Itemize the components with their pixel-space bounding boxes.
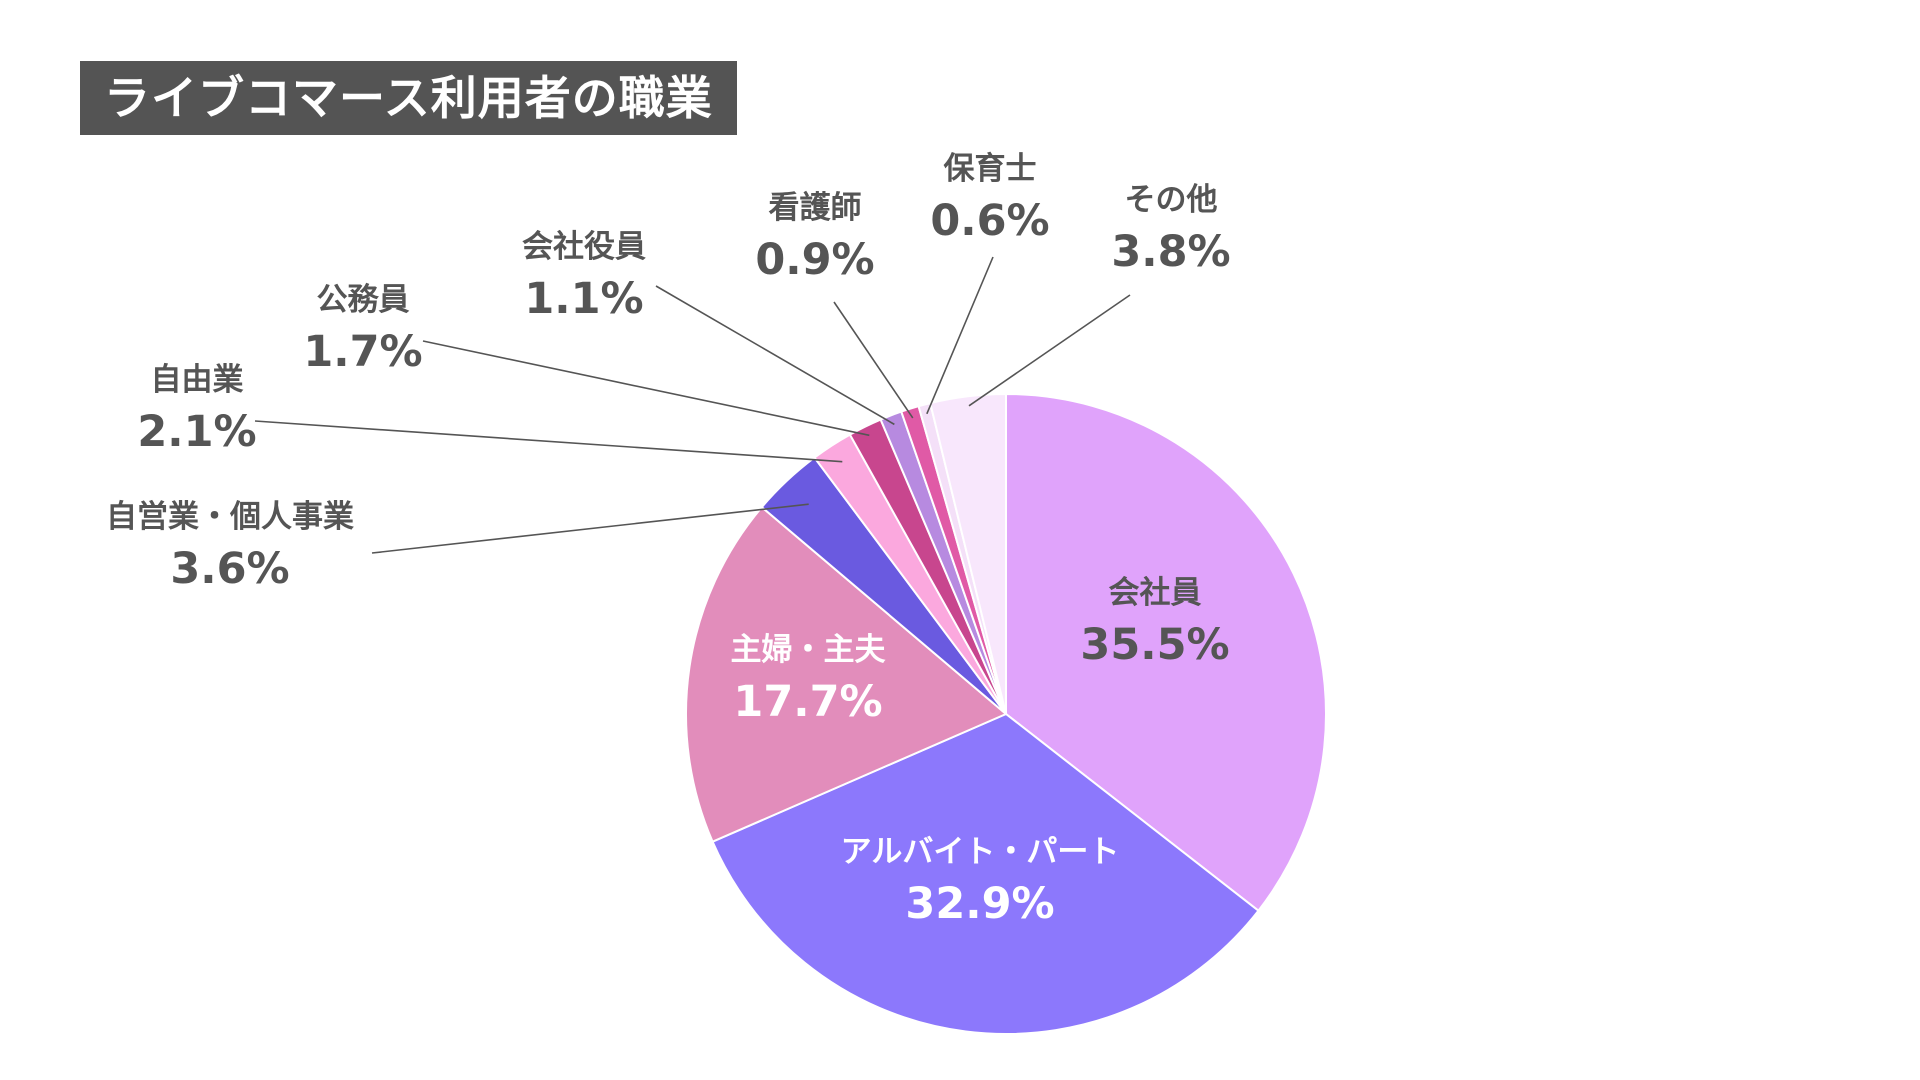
leader-line-9: [968, 294, 1131, 407]
slice-label-value: 35.5%: [1080, 620, 1229, 670]
leader-line-6: [655, 285, 895, 426]
slice-label-value: 3.6%: [170, 544, 289, 594]
slice-label-value: 2.1%: [137, 407, 256, 457]
slice-labels: 会社員 35.5% アルバイト・パート 32.9% 主婦・主夫 17.7% 自営業・個人事業…: [106, 151, 1231, 929]
leader-line-3: [371, 503, 809, 554]
chart-title: ライブコマース利用者の職業: [80, 61, 737, 135]
slice-label-value: 0.6%: [930, 196, 1049, 246]
slice-label-name: 看護師: [769, 190, 862, 226]
slice-label-name: 自由業: [151, 362, 244, 398]
pie-slice-9: [929, 392, 1007, 715]
slice-label-name: アルバイト・パート: [841, 834, 1120, 870]
pie-slice-1: [711, 712, 1260, 1035]
leader-lines: [254, 256, 1131, 554]
slice-label-value: 1.1%: [524, 274, 643, 324]
leader-line-7: [833, 301, 914, 419]
slice-label-name: 会社役員: [522, 229, 646, 265]
pie-slice-0: [1005, 392, 1327, 913]
slice-label-value: 17.7%: [733, 677, 882, 727]
leader-line-8: [926, 256, 994, 415]
slice-label-name: 保育士: [944, 151, 1037, 187]
slice-label-value: 3.8%: [1111, 227, 1230, 277]
slice-label-name: 自営業・個人事業: [106, 499, 354, 535]
slice-label-value: 0.9%: [755, 235, 874, 285]
leader-line-4: [254, 420, 843, 463]
pie-slice-2: [685, 505, 1008, 843]
slice-label-name: その他: [1125, 182, 1218, 218]
pie-slices: [685, 392, 1327, 1035]
leader-line-5: [422, 340, 870, 437]
slice-label-name: 主婦・主夫: [731, 632, 887, 668]
slice-label-value: 1.7%: [303, 327, 422, 377]
slice-label-name: 会社員: [1109, 575, 1202, 611]
slice-label-value: 32.9%: [905, 879, 1054, 929]
slice-label-name: 公務員: [317, 282, 410, 318]
